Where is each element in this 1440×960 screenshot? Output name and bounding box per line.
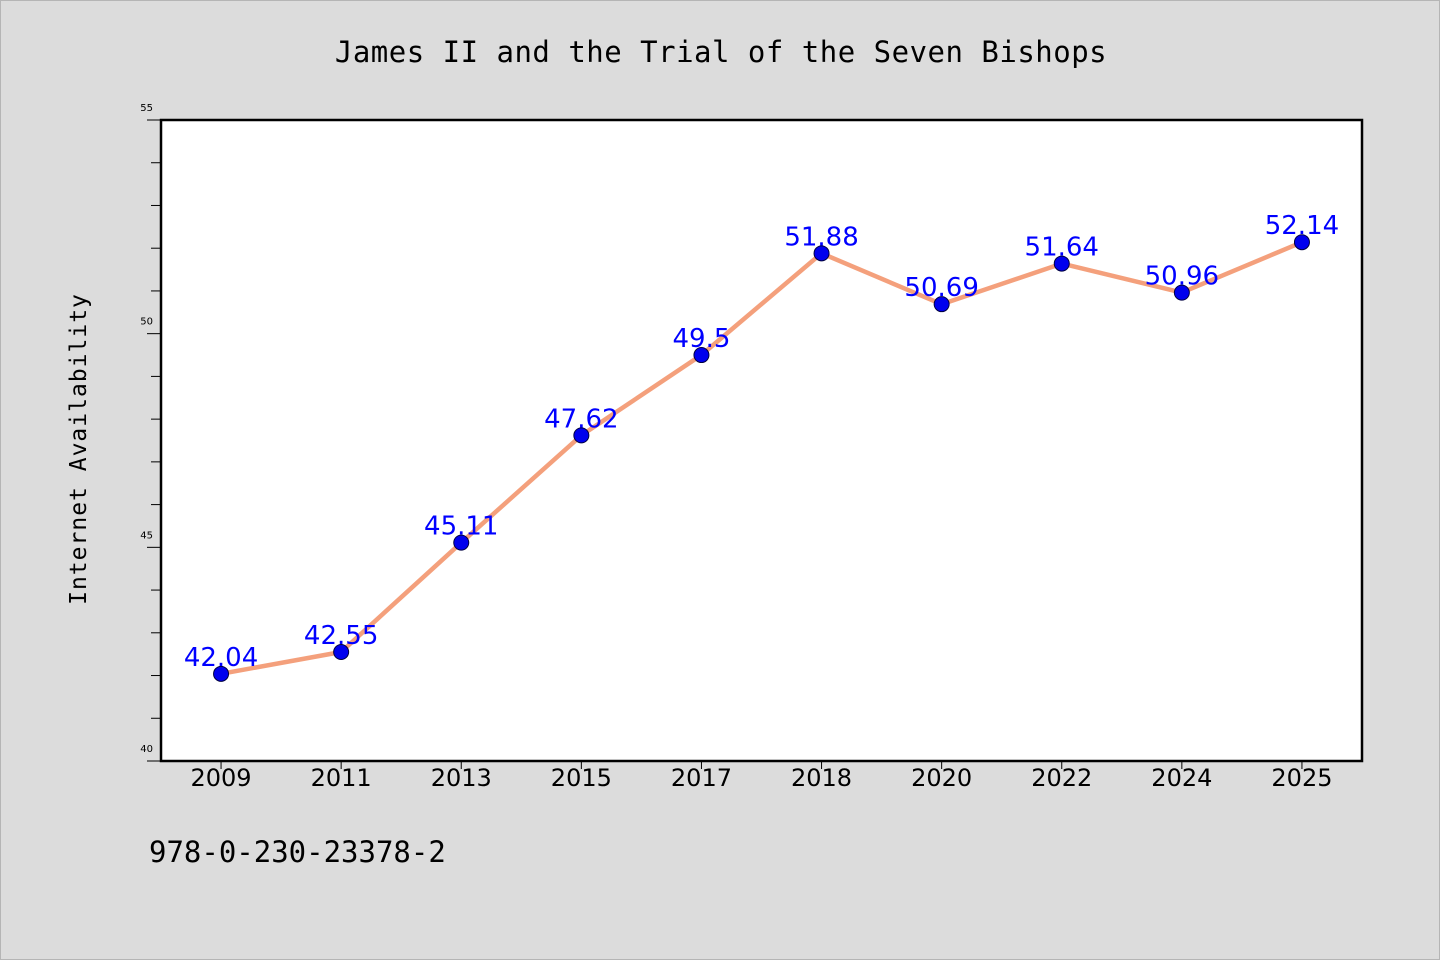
y-axis-ticks: 40 45 50 55 — [140, 103, 161, 762]
chart-title: James II and the Trial of the Seven Bish… — [334, 35, 1108, 69]
data-point — [1053, 255, 1070, 272]
x-tick-label: 2024 — [1151, 764, 1212, 792]
x-tick-label: 2020 — [911, 764, 972, 792]
data-label: 50.69 — [904, 273, 978, 303]
data-label: 51.64 — [1025, 233, 1099, 263]
data-point — [693, 347, 710, 364]
data-label: 50.96 — [1145, 262, 1219, 292]
series-markers — [213, 234, 1310, 682]
plot-area — [159, 118, 1364, 763]
x-tick-label: 2015 — [551, 764, 612, 792]
data-point — [453, 534, 470, 551]
y-tick-label: 55 — [140, 103, 153, 114]
data-point — [813, 245, 830, 262]
data-point — [1173, 284, 1190, 301]
data-label: 45.11 — [424, 512, 498, 542]
data-label: 51.88 — [784, 222, 858, 252]
x-tick-label: 2017 — [671, 764, 732, 792]
data-label: 47.62 — [544, 404, 618, 434]
x-tick-label: 2013 — [431, 764, 492, 792]
x-tick-label: 2018 — [791, 764, 852, 792]
data-point — [213, 665, 230, 682]
y-tick-label: 40 — [140, 744, 153, 755]
data-label: 49.5 — [673, 324, 731, 354]
data-label: 42.55 — [304, 621, 378, 651]
data-point — [333, 644, 350, 661]
x-tick-label: 2025 — [1271, 764, 1332, 792]
series-line — [218, 239, 1305, 677]
x-tick-label: 2011 — [311, 764, 372, 792]
y-tick-label: 45 — [140, 530, 153, 541]
data-point — [933, 296, 950, 313]
data-labels: 42.04 42.55 45.11 47.62 49.5 51.88 50.69 51.64 5… — [184, 211, 1339, 673]
isbn-label: 978-0-230-23378-2 — [149, 835, 446, 869]
x-tick-label: 2022 — [1031, 764, 1092, 792]
data-label: 42.04 — [184, 643, 258, 673]
data-point — [1293, 234, 1310, 251]
y-axis-label: Internet Availability — [66, 293, 92, 605]
data-label: 52.14 — [1265, 211, 1339, 241]
x-tick-label: 2009 — [191, 764, 252, 792]
y-tick-label: 50 — [140, 317, 153, 328]
x-axis-ticks: 2009 2011 2013 2015 2017 2018 2020 2022 2024 2025 — [191, 761, 1332, 792]
data-point — [573, 427, 590, 444]
